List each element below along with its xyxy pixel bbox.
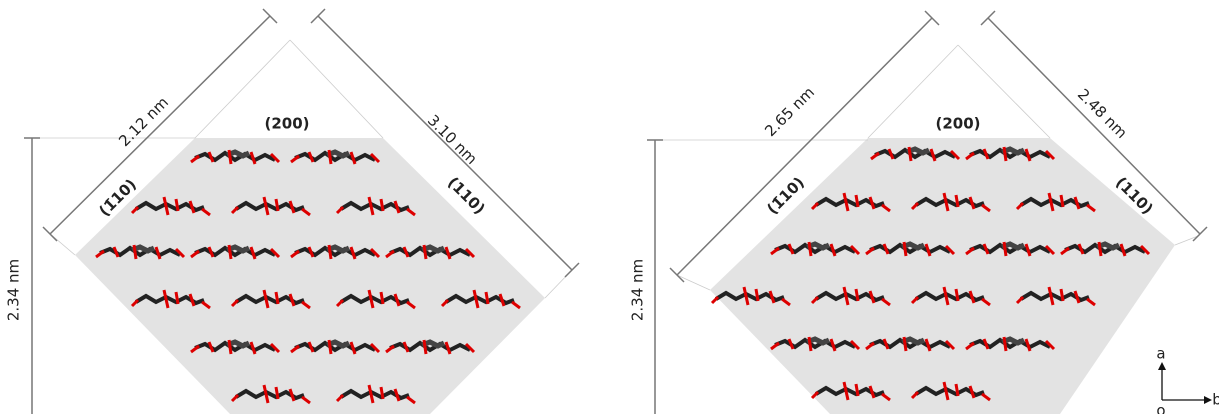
unit-cell	[710, 138, 1175, 414]
dimension-line	[24, 138, 40, 414]
dimension-label: 2.65 nm	[761, 83, 818, 140]
dimension-label: 2.34 nm	[5, 259, 23, 321]
panel-left: 2.12 nm 3.10 nm 2.34 nm (200) (1̄10) (11…	[5, 9, 580, 414]
dimension-line	[647, 140, 663, 414]
axis-indicator: a b o	[1156, 345, 1219, 414]
plane-label: (200)	[935, 115, 980, 133]
dimension-label: 2.34 nm	[629, 259, 647, 321]
dimension-label: 3.10 nm	[424, 111, 481, 168]
unit-cell	[75, 138, 545, 414]
plane-label: (200)	[264, 115, 309, 133]
axis-label: b	[1212, 391, 1219, 409]
guide	[677, 275, 710, 290]
panel-right: 2.65 nm 2.48 nm 2.34 nm (200) (1̄10) (11…	[629, 11, 1208, 414]
axis-label: a	[1156, 345, 1165, 363]
figure: 2.12 nm 3.10 nm 2.34 nm (200) (1̄10) (11…	[0, 0, 1219, 414]
axis-label: o	[1156, 402, 1165, 414]
